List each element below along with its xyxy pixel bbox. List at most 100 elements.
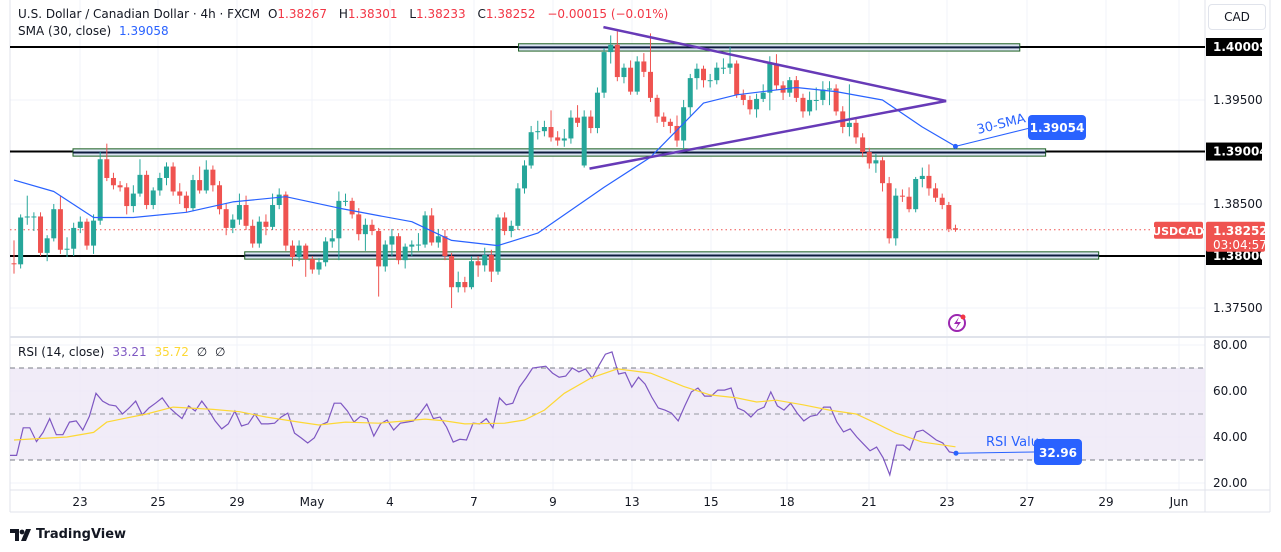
candle-up[interactable] [515, 188, 521, 226]
candle-up[interactable] [64, 248, 70, 250]
candle-down[interactable] [502, 217, 508, 232]
candle-down[interactable] [197, 180, 203, 191]
candle-down[interactable] [84, 221, 90, 246]
currency-button[interactable]: CAD [1208, 4, 1266, 30]
candle-up[interactable] [846, 122, 852, 128]
candle-down[interactable] [369, 224, 375, 232]
candle-down[interactable] [773, 63, 779, 86]
candle-down[interactable] [866, 151, 872, 164]
candle-up[interactable] [31, 216, 37, 218]
candle-up[interactable] [343, 200, 348, 202]
candle-up[interactable] [568, 117, 574, 139]
candle-up[interactable] [336, 200, 342, 239]
candle-down[interactable] [674, 125, 680, 141]
candle-down[interactable] [880, 160, 886, 184]
candle-up[interactable] [389, 236, 395, 245]
candle-up[interactable] [230, 219, 236, 228]
candle-up[interactable] [455, 282, 461, 288]
candle-up[interactable] [601, 52, 607, 93]
candle-up[interactable] [77, 221, 83, 228]
candle-up[interactable] [754, 98, 760, 110]
candle-up[interactable] [820, 89, 826, 100]
candle-up[interactable] [415, 244, 421, 246]
candle-up[interactable] [256, 221, 262, 244]
candle-down[interactable] [548, 127, 554, 138]
candle-up[interactable] [468, 261, 474, 288]
candle-up[interactable] [760, 92, 766, 99]
candle-down[interactable] [667, 121, 673, 126]
candle-down[interactable] [800, 97, 806, 112]
candle-down[interactable] [396, 236, 402, 261]
candle-up[interactable] [508, 225, 514, 232]
candle-down[interactable] [952, 228, 958, 230]
triangle-trendline[interactable] [589, 99, 947, 170]
candle-down[interactable] [289, 245, 295, 258]
candle-up[interactable] [150, 190, 156, 206]
candle-up[interactable] [482, 254, 488, 266]
candle-down[interactable] [734, 63, 740, 95]
candle-up[interactable] [608, 44, 614, 53]
candle-up[interactable] [422, 215, 428, 245]
candle-down[interactable] [38, 216, 44, 253]
candle-up[interactable] [787, 80, 793, 93]
candle-down[interactable] [926, 175, 932, 189]
sma-legend[interactable]: SMA (30, close) 1.39058 [18, 24, 173, 38]
candle-up[interactable] [24, 216, 30, 218]
candle-down[interactable] [946, 205, 952, 229]
candle-down[interactable] [57, 209, 63, 250]
candle-up[interactable] [621, 67, 627, 78]
candle-down[interactable] [488, 254, 494, 272]
rsi-ma-line[interactable] [13, 368, 956, 448]
candle-down[interactable] [833, 88, 839, 112]
candle-up[interactable] [276, 194, 282, 206]
candle-up[interactable] [44, 238, 50, 253]
candle-up[interactable] [130, 193, 136, 207]
candle-down[interactable] [177, 191, 183, 196]
candle-down[interactable] [933, 188, 939, 198]
candle-down[interactable] [654, 97, 660, 117]
candle-down[interactable] [144, 174, 150, 206]
candle-up[interactable] [893, 195, 899, 239]
candle-down[interactable] [104, 159, 110, 178]
candle-up[interactable] [913, 179, 919, 210]
candle-down[interactable] [641, 61, 647, 72]
candle-down[interactable] [614, 44, 620, 78]
candle-down[interactable] [647, 71, 653, 98]
candle-down[interactable] [263, 221, 269, 227]
candle-down[interactable] [462, 282, 468, 288]
candle-up[interactable] [720, 67, 726, 69]
lightning-event-icon[interactable] [948, 314, 966, 332]
candle-down[interactable] [628, 67, 634, 92]
candle-down[interactable] [303, 245, 309, 260]
candle-up[interactable] [190, 180, 196, 209]
candle-down[interactable] [376, 231, 382, 267]
candle-down[interactable] [283, 194, 289, 246]
rsi-line[interactable] [10, 351, 957, 477]
candle-up[interactable] [316, 262, 322, 270]
candle-down[interactable] [124, 187, 130, 207]
candle-down[interactable] [349, 200, 355, 215]
candle-up[interactable] [236, 205, 242, 220]
candle-down[interactable] [110, 177, 116, 186]
candle-up[interactable] [71, 227, 77, 249]
candle-down[interactable] [309, 259, 315, 270]
candle-down[interactable] [793, 80, 799, 98]
candle-down[interactable] [575, 117, 581, 123]
candle-down[interactable] [886, 183, 892, 239]
tradingview-logo[interactable]: TradingView [10, 527, 126, 542]
candle-up[interactable] [402, 246, 408, 261]
candle-up[interactable] [813, 99, 819, 101]
candle-up[interactable] [296, 245, 302, 258]
candle-up[interactable] [323, 241, 329, 263]
candle-up[interactable] [163, 166, 169, 178]
candle-up[interactable] [362, 224, 368, 235]
sma-30-line[interactable] [13, 86, 956, 247]
candle-up[interactable] [873, 160, 879, 164]
candle-down[interactable] [840, 111, 846, 128]
candle-up[interactable] [435, 236, 441, 243]
candle-up[interactable] [807, 99, 813, 112]
candle-down[interactable] [740, 94, 746, 100]
candle-down[interactable] [906, 196, 912, 210]
candle-down[interactable] [661, 116, 667, 122]
candle-down[interactable] [555, 137, 561, 141]
